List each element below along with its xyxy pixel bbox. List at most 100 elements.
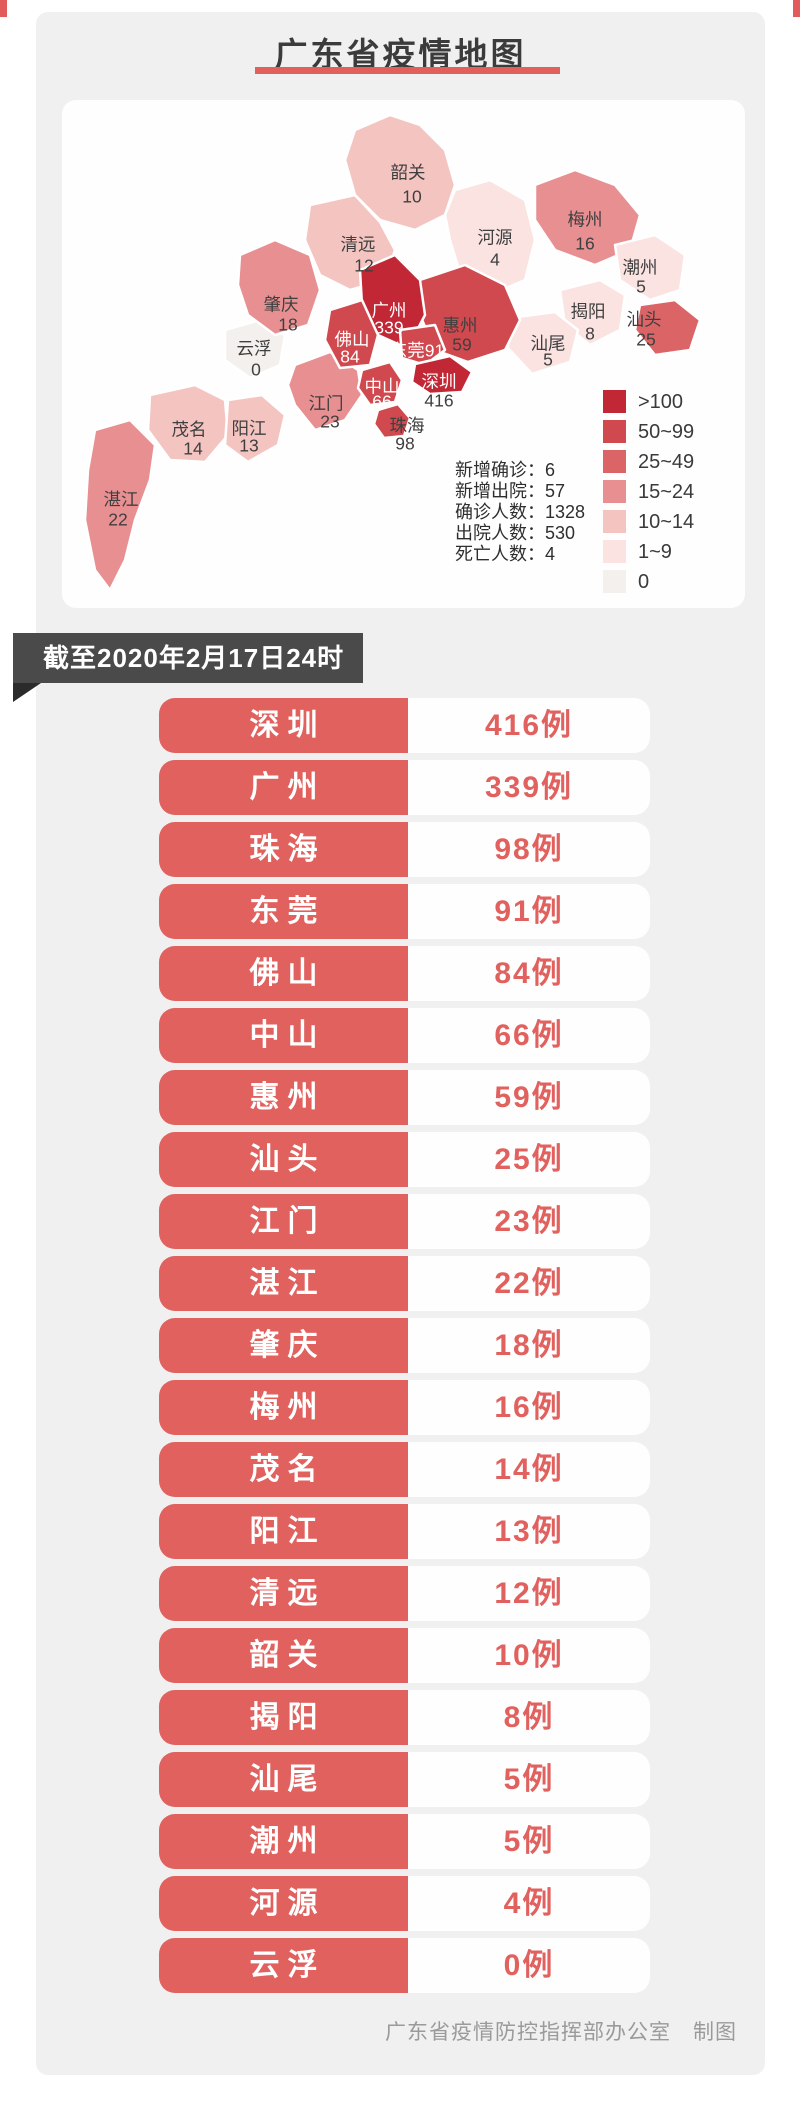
case-row: 潮州 5例 — [159, 1814, 650, 1869]
map-region — [506, 310, 580, 376]
map-city-value: 14 — [183, 438, 203, 459]
map-city-value: 59 — [452, 334, 472, 355]
case-row-count: 84例 — [408, 946, 650, 1001]
red-corner-mark-right — [793, 0, 800, 17]
case-row-city: 江门 — [159, 1194, 408, 1249]
case-row-city: 广州 — [159, 760, 408, 815]
map-city-label: 珠海 — [389, 415, 425, 436]
case-row-count: 416例 — [408, 698, 650, 753]
case-row-count: 59例 — [408, 1070, 650, 1125]
case-row: 清远 12例 — [159, 1566, 650, 1621]
map-city-label: 阳江 — [231, 418, 267, 439]
map-city-value: 0 — [251, 359, 261, 380]
map-city-label: 肇庆 — [263, 294, 299, 315]
case-row: 湛江 22例 — [159, 1256, 650, 1311]
legend-swatch — [603, 510, 626, 533]
case-row-count: 8例 — [408, 1690, 650, 1745]
case-row-city: 佛山 — [159, 946, 408, 1001]
case-row-count: 14例 — [408, 1442, 650, 1497]
case-row-city: 清远 — [159, 1566, 408, 1621]
map-city-value: 66 — [372, 391, 392, 412]
case-row: 汕尾 5例 — [159, 1752, 650, 1807]
as-of-date-banner: 截至2020年2月17日24时 — [13, 633, 363, 683]
case-row: 梅州 16例 — [159, 1380, 650, 1435]
case-row-count: 23例 — [408, 1194, 650, 1249]
map-city-value: 18 — [278, 314, 298, 335]
map-region — [372, 402, 412, 440]
legend-swatch — [603, 420, 626, 443]
map-city-value: 10 — [402, 186, 422, 207]
map-city-label: 汕头 — [626, 309, 662, 330]
map-city-value: 5 — [636, 276, 646, 297]
map-region — [633, 298, 702, 357]
stat-line: 出院人数：530 — [455, 523, 576, 543]
legend-label: 10~14 — [638, 511, 695, 533]
map-city-label: 汕尾 — [530, 333, 566, 354]
case-row-city: 茂名 — [159, 1442, 408, 1497]
case-row-count: 18例 — [408, 1318, 650, 1373]
page-title: 广东省疫情地图 — [274, 36, 527, 73]
map-city-label: 惠州 — [442, 315, 478, 336]
map-city-value: 23 — [320, 411, 340, 432]
map-city-label: 韶关 — [390, 162, 426, 183]
map-city-label: 中山 — [364, 376, 400, 397]
map-city-label: 深圳 — [421, 371, 457, 392]
map-city-label: 广州 — [371, 300, 407, 321]
map-city-value: 12 — [354, 255, 374, 276]
case-row-count: 91例 — [408, 884, 650, 939]
map-city-value: 25 — [636, 329, 656, 350]
legend-swatch — [603, 570, 626, 593]
case-row: 深圳 416例 — [159, 698, 650, 753]
stat-line: 死亡人数：4 — [455, 544, 556, 564]
legend-label: 25~49 — [638, 451, 695, 473]
case-row-city: 湛江 — [159, 1256, 408, 1311]
case-row-count: 10例 — [408, 1628, 650, 1683]
stat-line: 确诊人数：1328 — [455, 502, 586, 522]
case-row: 广州 339例 — [159, 760, 650, 815]
map-region — [323, 298, 380, 370]
map-city-label: 佛山 — [334, 329, 370, 350]
main-panel: 广东省疫情地图 湛江 22 茂名 14 阳江 13 云浮 0 肇庆 18 清远 12 韶关 10 河源 4 梅州… — [36, 12, 765, 2075]
map-city-value: 84 — [340, 346, 360, 367]
case-row-city: 阳江 — [159, 1504, 408, 1559]
footer-credit: 广东省疫情防控指挥部办公室 制图 — [385, 2021, 737, 2044]
map-region — [410, 354, 474, 396]
case-row-city: 深圳 — [159, 698, 408, 753]
map-city-label: 河源 — [477, 227, 513, 248]
case-row-city: 云浮 — [159, 1938, 408, 1993]
legend-label: 0 — [638, 571, 650, 593]
case-row-count: 0例 — [408, 1938, 650, 1993]
map-region — [398, 323, 447, 367]
map-city-value: 416 — [424, 390, 454, 411]
map-city-value: 13 — [239, 435, 259, 456]
banner-fold-triangle — [13, 683, 41, 702]
case-row-city: 汕头 — [159, 1132, 408, 1187]
case-row-city: 梅州 — [159, 1380, 408, 1435]
map-city-value: 98 — [395, 433, 415, 454]
stat-line: 新增出院：57 — [455, 481, 566, 501]
case-row-city: 河源 — [159, 1876, 408, 1931]
case-row-count: 12例 — [408, 1566, 650, 1621]
case-row-count: 66例 — [408, 1008, 650, 1063]
map-city-label: 潮州 — [622, 257, 658, 278]
legend-swatch — [603, 390, 626, 413]
map-region — [236, 238, 322, 337]
case-row-city: 潮州 — [159, 1814, 408, 1869]
epidemic-map-card: 湛江 22 茂名 14 阳江 13 云浮 0 肇庆 18 清远 12 韶关 10 河源 4 梅州 16 潮州 5 汕头 2… — [62, 100, 745, 608]
map-region — [146, 383, 230, 464]
case-row-count: 22例 — [408, 1256, 650, 1311]
legend-label: 15~24 — [638, 481, 695, 503]
case-row: 江门 23例 — [159, 1194, 650, 1249]
case-row-count: 16例 — [408, 1380, 650, 1435]
case-row-city: 中山 — [159, 1008, 408, 1063]
case-row-count: 25例 — [408, 1132, 650, 1187]
case-row-count: 98例 — [408, 822, 650, 877]
case-row: 汕头 25例 — [159, 1132, 650, 1187]
case-row: 茂名 14例 — [159, 1442, 650, 1497]
case-row-city: 惠州 — [159, 1070, 408, 1125]
case-row-city: 珠海 — [159, 822, 408, 877]
case-row-count: 339例 — [408, 760, 650, 815]
case-row: 云浮 0例 — [159, 1938, 650, 1993]
case-row-city: 揭阳 — [159, 1690, 408, 1745]
legend-label: >100 — [638, 391, 684, 413]
